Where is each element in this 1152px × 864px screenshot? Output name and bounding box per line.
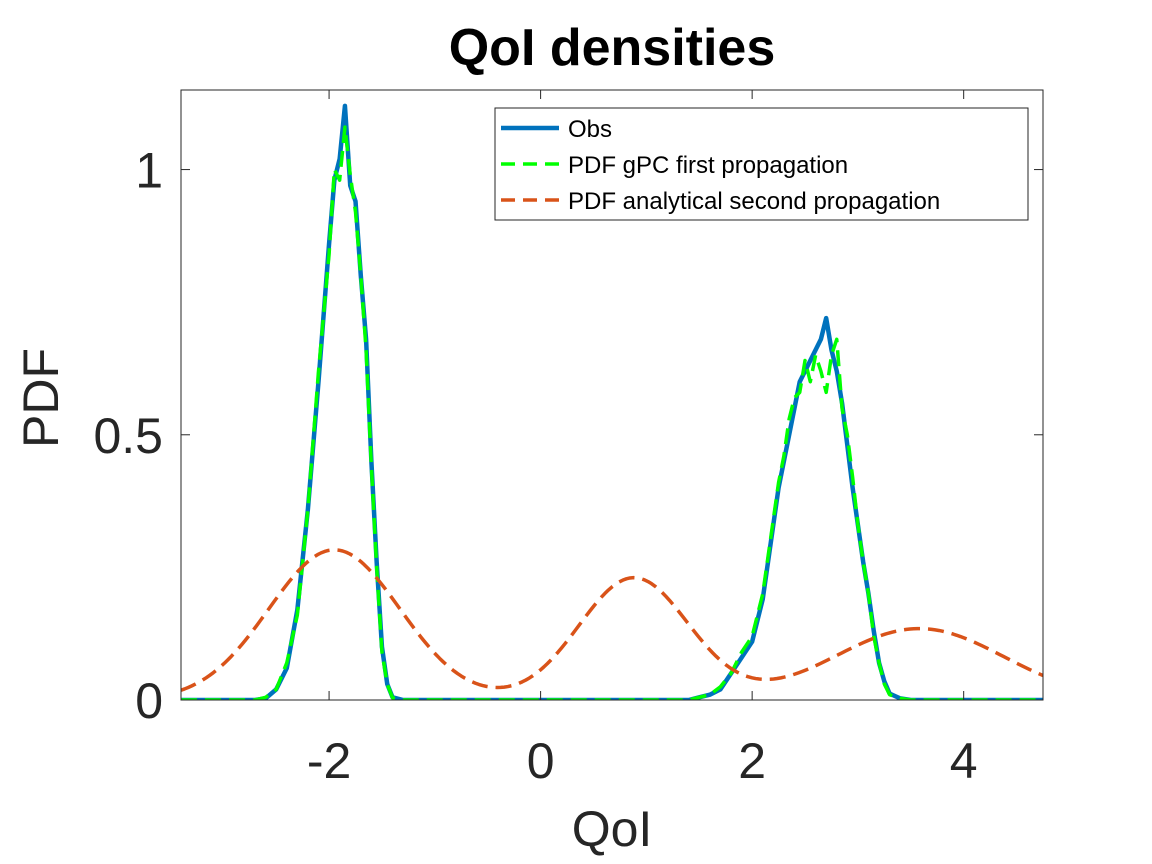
legend-label-pdf-analytical-second-propagation: PDF analytical second propagation (568, 188, 940, 215)
axes-box (180, 89, 1044, 701)
x-axis-label: QoI (572, 801, 653, 857)
legend: Obs PDF gPC first propagation PDF analytic… (494, 107, 1029, 221)
legend-label-pdf-gpc-first-propagation: PDF gPC first propagation (568, 152, 848, 179)
chart-title: QoI densities (449, 19, 776, 77)
axis-ticks (181, 90, 1043, 701)
x-tick-label: 2 (738, 733, 766, 789)
plot-area (181, 103, 1043, 700)
x-tick-label: -2 (307, 733, 351, 789)
legend-box (494, 107, 1029, 221)
y-axis-label: PDF (13, 348, 69, 448)
y-tick-label: 1 (135, 143, 163, 199)
series-line-pdf-gpc-first-propagation (181, 125, 1043, 700)
x-tick-label: 4 (950, 733, 978, 789)
legend-label-obs: Obs (568, 116, 612, 143)
tick-labels: -2 0 2 4 0 0.5 1 (93, 143, 977, 789)
y-tick-label: 0.5 (93, 408, 163, 464)
y-tick-label: 0 (135, 673, 163, 729)
x-tick-label: 0 (527, 733, 555, 789)
series-line-pdf-analytical-second-propagation (181, 548, 1043, 692)
